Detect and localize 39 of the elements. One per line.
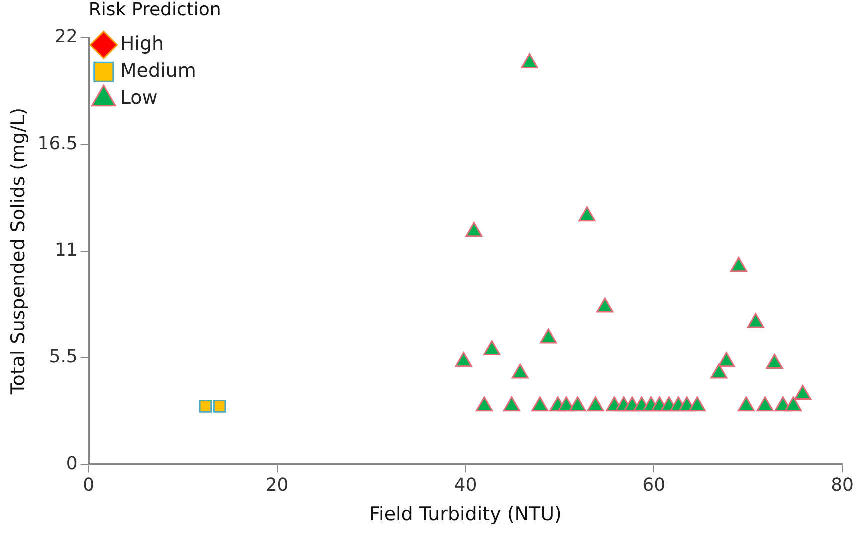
point — [794, 385, 812, 400]
point — [766, 354, 784, 370]
point — [596, 298, 614, 313]
legend-label: Low — [120, 87, 158, 110]
point — [532, 396, 549, 412]
point — [730, 257, 748, 272]
point — [738, 396, 755, 412]
point — [521, 53, 538, 68]
point — [512, 364, 529, 379]
legend-title: Risk Prediction — [88, 0, 222, 21]
y-tick-label: 16.5 — [38, 133, 78, 154]
point — [466, 222, 483, 238]
point — [484, 340, 501, 356]
point — [578, 206, 596, 222]
legend-label: High — [120, 33, 164, 56]
point — [747, 313, 764, 328]
point — [476, 396, 494, 412]
point — [718, 352, 736, 368]
x-axis-title: Field Turbidity (NTU) — [369, 504, 562, 526]
point — [710, 364, 728, 379]
x-tick-label: 80 — [831, 475, 854, 496]
y-axis-title: Total Suspended Solids (mg/L) — [7, 108, 30, 396]
point — [785, 396, 802, 412]
x-tick-label: 0 — [83, 475, 95, 496]
y-tick-label: 22 — [54, 26, 78, 48]
point — [569, 396, 586, 412]
point — [587, 396, 604, 412]
legend-label: Medium — [120, 60, 196, 82]
y-tick-label: 0 — [66, 453, 78, 474]
point — [756, 396, 774, 412]
x-tick-label: 60 — [642, 475, 666, 496]
point — [503, 396, 520, 412]
y-tick-label: 5.5 — [49, 346, 78, 368]
point — [455, 352, 472, 368]
x-tick-label: 40 — [454, 475, 478, 496]
y-tick-label: 11 — [54, 240, 78, 261]
point — [540, 328, 558, 344]
x-tick-label: 20 — [266, 475, 289, 496]
point — [688, 396, 706, 412]
